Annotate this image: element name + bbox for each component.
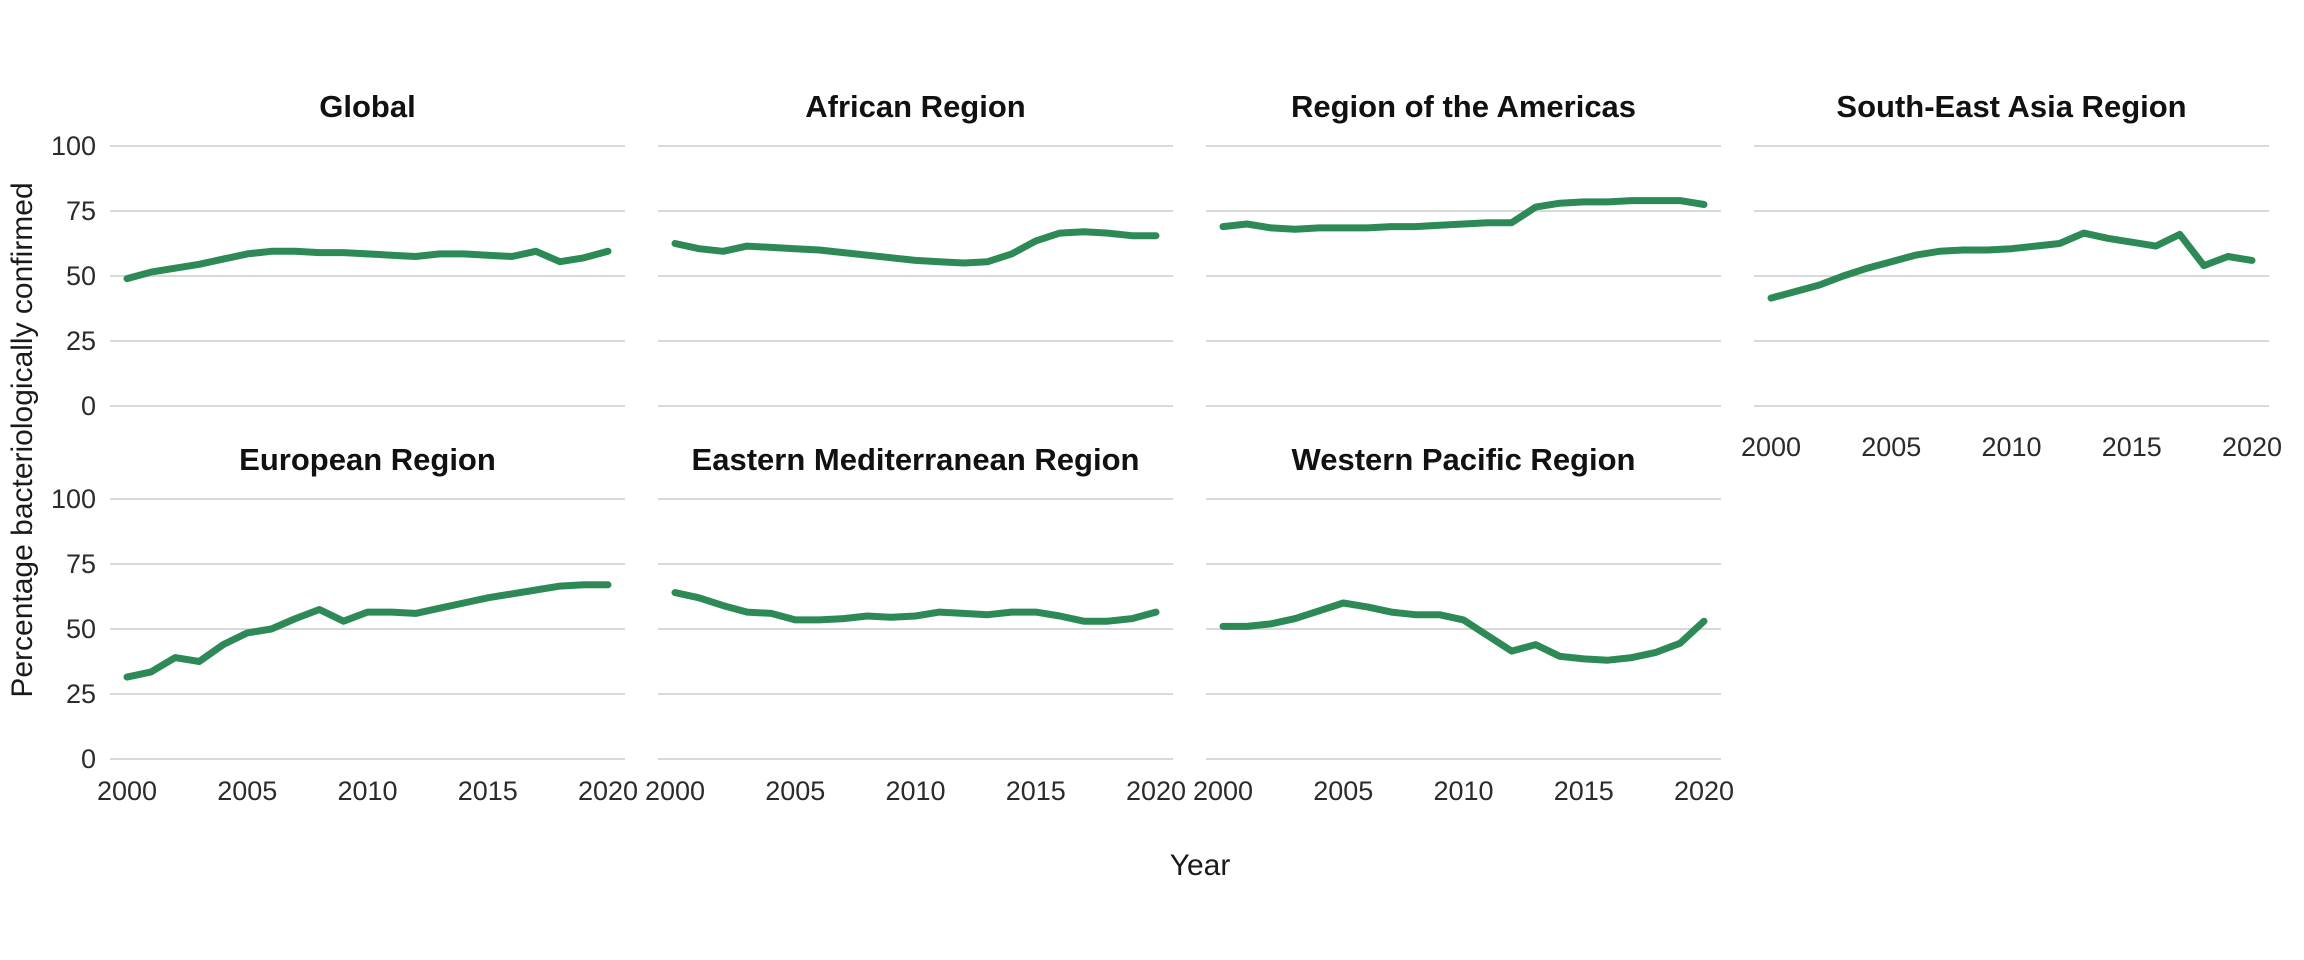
x-tick-label: 2000 bbox=[1193, 776, 1253, 806]
facet-panel: 2000 2005 2010 2015 2020 Eastern Mediterranea… bbox=[645, 442, 1186, 806]
data-line bbox=[1219, 197, 1708, 233]
data-line bbox=[123, 247, 612, 283]
y-tick-label: 25 bbox=[66, 679, 96, 709]
x-tick-label: 2000 bbox=[1741, 432, 1801, 462]
x-tick-label: 2005 bbox=[765, 776, 825, 806]
x-tick-label: 2010 bbox=[337, 776, 397, 806]
x-tick-label: 2000 bbox=[97, 776, 157, 806]
x-axis-title: Year bbox=[1170, 849, 1231, 882]
y-tick-label: 0 bbox=[81, 744, 96, 774]
y-tick-label: 50 bbox=[66, 261, 96, 291]
x-tick-label: 2015 bbox=[1006, 776, 1066, 806]
data-line bbox=[1219, 599, 1708, 664]
x-tick-label: 2010 bbox=[1433, 776, 1493, 806]
x-tick-label: 2005 bbox=[1861, 432, 1921, 462]
data-line bbox=[1767, 229, 2256, 302]
facet-panel: African Region bbox=[658, 89, 1173, 407]
y-tick-label: 0 bbox=[81, 391, 96, 421]
x-tick-label: 2010 bbox=[1981, 432, 2041, 462]
y-tick-label: 100 bbox=[51, 484, 96, 514]
facet-panel: 2000 2005 2010 2015 2020 South-East Asia Regi… bbox=[1741, 89, 2282, 462]
x-tick-label: 2020 bbox=[578, 776, 638, 806]
x-tick-label: 2020 bbox=[2222, 432, 2282, 462]
data-line bbox=[123, 581, 612, 681]
data-line bbox=[671, 589, 1160, 625]
x-tick-label: 2000 bbox=[645, 776, 705, 806]
facet-panel: 0 25 50 75 100 2000 2005 2010 2015 2020 European R… bbox=[51, 442, 638, 806]
y-tick-label: 100 bbox=[51, 131, 96, 161]
y-tick-label: 75 bbox=[66, 549, 96, 579]
facet-panel: 0 25 50 75 100 Global bbox=[51, 89, 625, 421]
data-line bbox=[671, 228, 1160, 267]
x-tick-label: 2015 bbox=[458, 776, 518, 806]
facet-panel: 2000 2005 2010 2015 2020 Western Pacific Regi… bbox=[1193, 442, 1734, 806]
x-tick-label: 2020 bbox=[1126, 776, 1186, 806]
facet-title: Global bbox=[319, 89, 415, 124]
y-axis-title: Percentage bacteriologically confirmed bbox=[6, 182, 39, 697]
y-tick-label: 75 bbox=[66, 196, 96, 226]
facet-title: Eastern Mediterranean Region bbox=[692, 442, 1140, 477]
facet-title: Region of the Americas bbox=[1291, 89, 1636, 124]
facet-title: European Region bbox=[239, 442, 496, 477]
y-tick-label: 50 bbox=[66, 614, 96, 644]
facet-title: African Region bbox=[805, 89, 1025, 124]
facet-title: Western Pacific Region bbox=[1292, 442, 1636, 477]
y-tick-label: 25 bbox=[66, 326, 96, 356]
facet-title: South-East Asia Region bbox=[1836, 89, 2186, 124]
x-tick-label: 2005 bbox=[217, 776, 277, 806]
facet-panels: 0 25 50 75 100 Global African Region Region of … bbox=[51, 89, 2282, 806]
x-tick-label: 2015 bbox=[2102, 432, 2162, 462]
x-tick-label: 2020 bbox=[1674, 776, 1734, 806]
facet-panel: Region of the Americas bbox=[1206, 89, 1721, 407]
x-tick-label: 2010 bbox=[885, 776, 945, 806]
x-tick-label: 2005 bbox=[1313, 776, 1373, 806]
x-tick-label: 2015 bbox=[1554, 776, 1614, 806]
